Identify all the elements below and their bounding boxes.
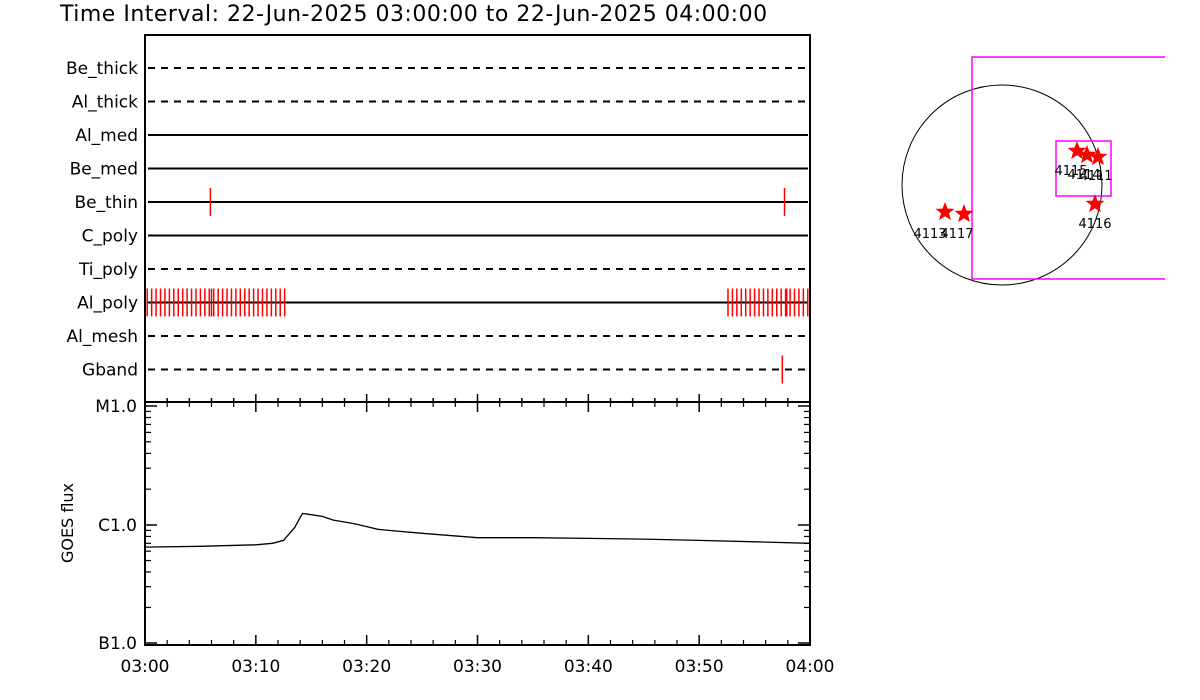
- active-region-label: 4114: [1067, 168, 1100, 183]
- x-tick-label: 03:30: [453, 657, 502, 677]
- filter-label: Be_med: [70, 160, 138, 180]
- active-region-star: [1077, 145, 1097, 164]
- filter-label: Al_med: [75, 126, 138, 146]
- filter-label: Be_thick: [66, 59, 138, 79]
- active-region-star: [954, 204, 974, 223]
- x-tick-label: 04:00: [786, 657, 835, 677]
- active-region-label: 4116: [1078, 217, 1111, 232]
- y-axis-label: GOES flux: [58, 483, 77, 563]
- x-tick-label: 03:20: [342, 657, 391, 677]
- x-tick-label: 03:50: [675, 657, 724, 677]
- filter-label: Al_thick: [72, 93, 138, 113]
- active-region-star: [1088, 147, 1108, 166]
- filter-label: Al_mesh: [66, 327, 138, 347]
- goes-frame: [144, 401, 811, 646]
- filter-label: Al_poly: [77, 294, 138, 314]
- fov-large: [971, 56, 1165, 280]
- active-region-star: [1085, 194, 1105, 213]
- chart-title: Time Interval: 22-Jun-2025 03:00:00 to 2…: [60, 2, 768, 27]
- filter-label: C_poly: [82, 227, 138, 247]
- timeline-frame: [144, 34, 811, 403]
- goes-flux-panel: B1.0 C1.0 M1.0 03:00 03:10 03:20 03:30 03:40 03:…: [58, 397, 835, 677]
- active-region-label: 4117: [940, 227, 973, 242]
- y-tick-label: M1.0: [95, 397, 137, 417]
- goes-flux-line: [144, 512, 811, 548]
- filter-label: Gband: [82, 361, 138, 381]
- active-region-star: [935, 202, 955, 221]
- y-tick-label: B1.0: [98, 634, 137, 654]
- x-tick-label: 03:40: [564, 657, 613, 677]
- filter-label: Be_thin: [74, 193, 138, 213]
- x-tick-label: 03:10: [231, 657, 280, 677]
- active-region-label: 4111: [1079, 169, 1112, 184]
- active-region-label: 4113: [913, 227, 946, 242]
- active-region-label: 4115: [1054, 164, 1087, 179]
- filter-timeline-panel: Be_thick Al_thick Al_med Be_med Be_thin C_pol…: [66, 34, 811, 403]
- filter-label: Ti_poly: [78, 260, 138, 280]
- solar-disk: [901, 84, 1103, 286]
- fov-small: [1055, 140, 1112, 197]
- x-tick-label: 03:00: [121, 657, 170, 677]
- active-region-star: [1067, 141, 1087, 160]
- y-tick-label: C1.0: [98, 516, 137, 536]
